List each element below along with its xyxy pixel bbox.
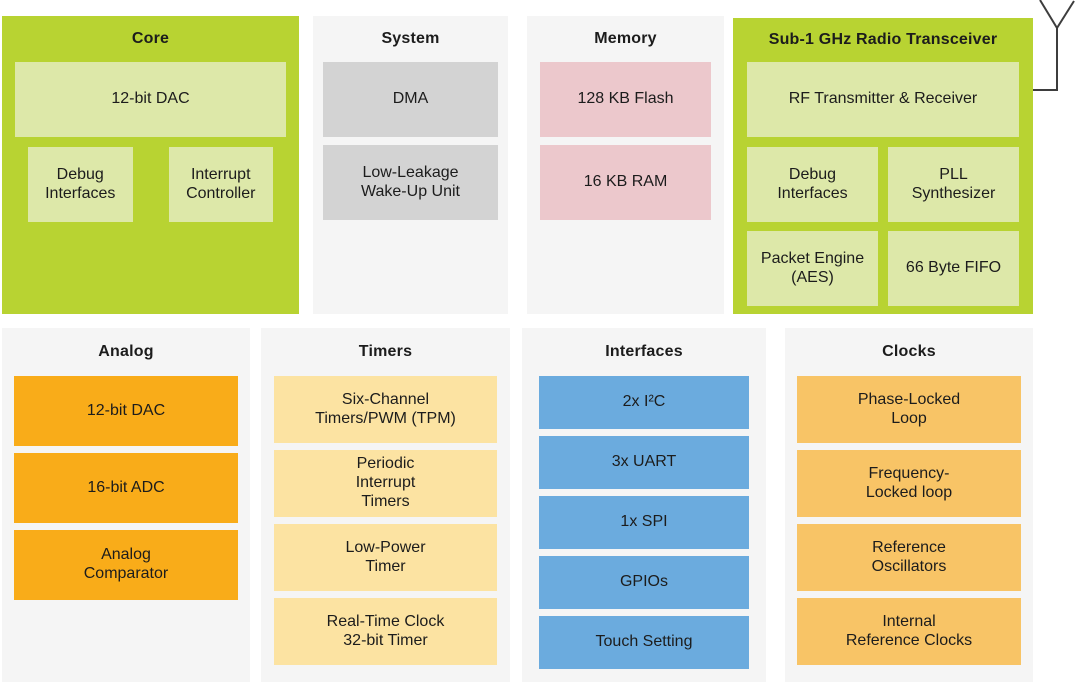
panel-system-title: System <box>381 30 440 47</box>
block-pll-synthesizer: PLL Synthesizer <box>888 147 1019 222</box>
panel-timers: Timers Six-Channel Timers/PWM (TPM) Peri… <box>261 328 510 682</box>
block-low-power-timer: Low-Power Timer <box>274 524 497 591</box>
block-3x-uart: 3x UART <box>539 436 749 489</box>
block-packet-engine-aes: Packet Engine (AES) <box>747 231 878 306</box>
block-analog-comparator: Analog Comparator <box>14 530 238 600</box>
radio-block-row: Packet Engine (AES) 66 Byte FIFO <box>747 231 1019 306</box>
block-gpios: GPIOs <box>539 556 749 609</box>
block-frequency-locked-loop: Frequency- Locked loop <box>797 450 1021 517</box>
block-analog-12-bit-dac: 12-bit DAC <box>14 376 238 446</box>
block-rf-transmitter-receiver: RF Transmitter & Receiver <box>747 62 1019 137</box>
block-16-bit-adc: 16-bit ADC <box>14 453 238 523</box>
block-core-interrupt-controller: Interrupt Controller <box>168 147 273 222</box>
block-touch-setting: Touch Setting <box>539 616 749 669</box>
block-phase-locked-loop: Phase-Locked Loop <box>797 376 1021 443</box>
block-16-kb-ram: 16 KB RAM <box>540 145 711 220</box>
block-six-channel-timers-pwm: Six-Channel Timers/PWM (TPM) <box>274 376 497 443</box>
block-radio-debug-interfaces: Debug Interfaces <box>747 147 878 222</box>
panel-interfaces: Interfaces 2x I²C 3x UART 1x SPI GPIOs T… <box>522 328 766 682</box>
block-dma: DMA <box>323 62 498 137</box>
panel-clocks: Clocks Phase-Locked Loop Frequency- Lock… <box>785 328 1033 682</box>
block-reference-oscillators: Reference Oscillators <box>797 524 1021 591</box>
panel-radio-transceiver: Sub-1 GHz Radio Transceiver RF Transmitt… <box>733 18 1033 314</box>
block-real-time-clock-32-bit-timer: Real-Time Clock 32-bit Timer <box>274 598 497 665</box>
block-core-12-bit-dac: 12-bit DAC <box>15 62 286 137</box>
panel-core: Core 12-bit DAC Debug Interfaces Interru… <box>2 16 299 314</box>
panel-memory-title: Memory <box>594 30 657 47</box>
block-128-kb-flash: 128 KB Flash <box>540 62 711 137</box>
block-66-byte-fifo: 66 Byte FIFO <box>888 231 1019 306</box>
block-core-debug-interfaces: Debug Interfaces <box>28 147 133 222</box>
block-1x-spi: 1x SPI <box>539 496 749 549</box>
panel-analog-title: Analog <box>98 343 154 360</box>
antenna-icon <box>1033 0 1075 91</box>
block-2x-i2c: 2x I²C <box>539 376 749 429</box>
block-low-leakage-wake-up-unit: Low-Leakage Wake-Up Unit <box>323 145 498 220</box>
panel-radio-title: Sub-1 GHz Radio Transceiver <box>768 31 998 48</box>
panel-clocks-title: Clocks <box>882 343 936 360</box>
panel-core-title: Core <box>131 30 170 47</box>
core-block-row: Debug Interfaces Interrupt Controller <box>15 147 286 232</box>
panel-analog: Analog 12-bit DAC 16-bit ADC Analog Comp… <box>2 328 250 682</box>
block-periodic-interrupt-timers: Periodic Interrupt Timers <box>274 450 497 517</box>
panel-interfaces-title: Interfaces <box>605 343 683 360</box>
panel-memory: Memory 128 KB Flash 16 KB RAM <box>527 16 724 314</box>
block-internal-reference-clocks: Internal Reference Clocks <box>797 598 1021 665</box>
radio-block-row: Debug Interfaces PLL Synthesizer <box>747 147 1019 222</box>
panel-timers-title: Timers <box>358 343 413 360</box>
panel-system: System DMA Low-Leakage Wake-Up Unit <box>313 16 508 314</box>
